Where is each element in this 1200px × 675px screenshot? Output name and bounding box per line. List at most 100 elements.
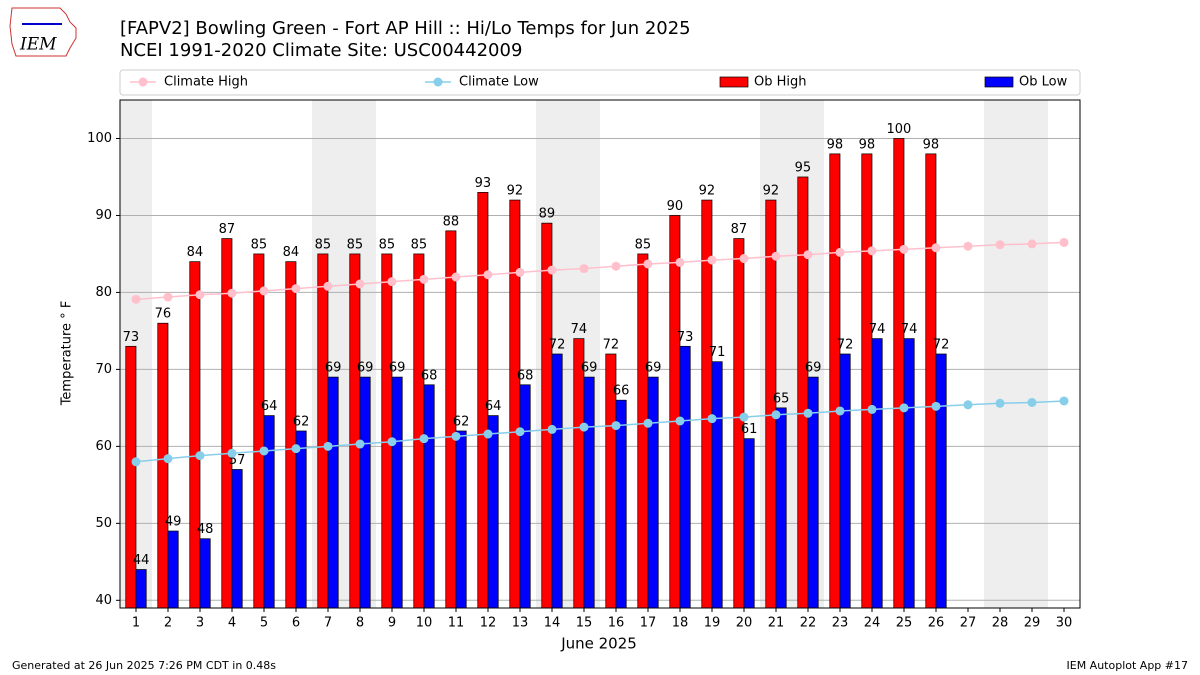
line-point: [579, 264, 589, 274]
line-point: [1059, 396, 1069, 406]
line-point: [483, 429, 493, 439]
bar: [509, 199, 521, 609]
data-label: 71: [709, 345, 726, 360]
legend-label: Climate High: [164, 75, 248, 90]
chart-subtitle: NCEI 1991-2020 Climate Site: USC00442009: [120, 40, 522, 61]
line-point: [675, 416, 685, 426]
bar: [199, 538, 211, 609]
line-point: [515, 267, 525, 277]
x-tick-label: 6: [292, 616, 300, 631]
x-tick-label: 1: [132, 616, 140, 631]
bar: [423, 384, 435, 609]
bar: [317, 253, 329, 609]
bar: [295, 430, 307, 609]
data-label: 74: [869, 322, 886, 337]
line-point: [643, 418, 653, 428]
line-point: [867, 246, 877, 256]
x-tick-label: 5: [260, 616, 268, 631]
x-tick-label: 15: [576, 616, 593, 631]
data-label: 72: [933, 338, 950, 353]
data-label: 85: [251, 237, 268, 252]
x-tick-label: 11: [448, 616, 465, 631]
line-point: [1027, 397, 1037, 407]
line-point: [291, 444, 301, 454]
data-label: 98: [923, 137, 940, 152]
data-label: 68: [517, 368, 534, 383]
bar: [285, 261, 297, 609]
line-point: [323, 441, 333, 451]
line-point: [611, 421, 621, 431]
x-tick-label: 30: [1056, 616, 1073, 631]
line-point: [867, 404, 877, 414]
x-tick-label: 20: [736, 616, 753, 631]
data-label: 98: [859, 137, 876, 152]
data-label: 87: [219, 222, 236, 237]
line-point: [195, 290, 205, 300]
logo: IEM: [9, 7, 77, 57]
legend-swatch: [984, 76, 1014, 88]
bar: [583, 376, 595, 609]
legend-swatch: [719, 76, 749, 88]
x-tick-label: 12: [480, 616, 497, 631]
line-point: [771, 410, 781, 420]
line-point: [195, 451, 205, 461]
line-point: [163, 292, 173, 302]
data-label: 85: [315, 237, 332, 252]
line-point: [515, 427, 525, 437]
line-point: [803, 250, 813, 260]
data-label: 62: [453, 414, 470, 429]
data-label: 93: [475, 176, 492, 191]
data-label: 92: [763, 184, 780, 199]
data-label: 62: [293, 414, 310, 429]
line-point: [227, 448, 237, 458]
data-label: 64: [261, 399, 278, 414]
bar: [711, 361, 723, 609]
y-tick-label: 60: [95, 439, 112, 454]
line-point: [611, 261, 621, 271]
line-point: [995, 398, 1005, 408]
y-tick-label: 100: [87, 131, 112, 146]
footer-right: IEM Autoplot App #17: [1067, 659, 1189, 672]
data-label: 100: [886, 122, 911, 137]
data-label: 69: [805, 361, 822, 376]
bar: [829, 153, 841, 609]
bar: [925, 153, 937, 609]
bar: [679, 345, 691, 609]
y-tick-label: 90: [95, 208, 112, 223]
line-point: [547, 265, 557, 275]
y-axis-label: Temperature ° F: [60, 301, 75, 407]
line-point: [739, 254, 749, 264]
line-point: [419, 274, 429, 284]
weekend-band: [984, 100, 1016, 608]
data-label: 98: [827, 137, 844, 152]
line-point: [163, 454, 173, 464]
plot-frame: [119, 99, 1081, 609]
data-label: 76: [155, 307, 172, 322]
data-label: 68: [421, 368, 438, 383]
data-label: 69: [389, 361, 406, 376]
line-point: [739, 412, 749, 422]
data-label: 61: [741, 422, 758, 437]
data-label: 87: [731, 222, 748, 237]
line-point: [355, 439, 365, 449]
bar: [903, 338, 915, 609]
bar: [743, 438, 755, 609]
bar: [125, 345, 137, 609]
bar: [327, 376, 339, 609]
line-point: [451, 431, 461, 441]
line-point: [899, 244, 909, 254]
x-tick-label: 10: [416, 616, 433, 631]
x-tick-label: 13: [512, 616, 529, 631]
bar: [455, 430, 467, 609]
bar: [797, 176, 809, 609]
line-point: [259, 446, 269, 456]
line-point: [387, 437, 397, 447]
bar: [551, 353, 563, 609]
line-point: [771, 251, 781, 261]
x-tick-label: 8: [356, 616, 364, 631]
x-tick-label: 27: [960, 616, 977, 631]
chart-title: [FAPV2] Bowling Green - Fort AP Hill :: …: [120, 18, 691, 39]
line-point: [131, 294, 141, 304]
x-tick-label: 25: [896, 616, 913, 631]
